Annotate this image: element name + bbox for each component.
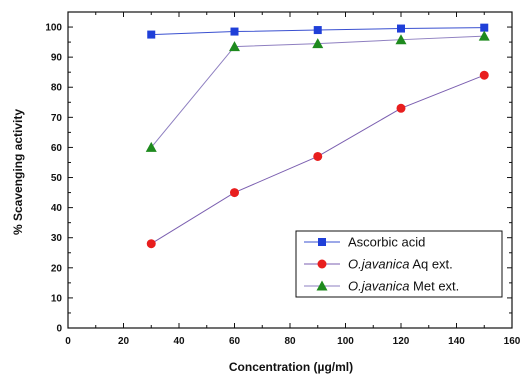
data-point	[397, 24, 405, 33]
legend-marker	[317, 259, 327, 269]
legend-marker	[316, 280, 328, 291]
legend-label: Ascorbic acid	[348, 235, 425, 250]
data-point	[479, 70, 489, 80]
data-point	[229, 41, 240, 52]
y-tick-label: 90	[51, 53, 63, 64]
legend: Ascorbic acid O.javanica Aq ext. O.javanic…	[295, 230, 503, 298]
data-point	[395, 34, 407, 45]
y-axis-label: % Scavenging activity	[11, 109, 25, 235]
data-point	[478, 30, 490, 41]
y-tick-label: 20	[51, 263, 63, 274]
data-point	[480, 23, 489, 32]
x-axis-label: Concentration (µg/ml)	[229, 360, 353, 374]
legend-label: O.javanica Met ext.	[348, 279, 459, 294]
y-tick-label: 0	[56, 324, 62, 335]
x-tick-label: 0	[65, 336, 71, 347]
series-layer	[145, 23, 490, 249]
series-line	[150, 35, 485, 148]
data-point	[313, 151, 323, 161]
x-tick-label: 100	[337, 336, 354, 347]
data-point	[230, 27, 239, 36]
series-3	[145, 30, 490, 152]
x-tick-label: 160	[504, 336, 521, 347]
y-tick-label: 70	[51, 113, 63, 124]
data-point	[312, 38, 324, 49]
x-tick-label: 40	[173, 336, 185, 347]
data-point	[230, 188, 239, 198]
x-tick-label: 20	[118, 336, 130, 347]
data-point	[396, 103, 406, 113]
x-tick-label: 60	[229, 336, 241, 347]
y-tick-label: 30	[51, 233, 63, 244]
data-point	[145, 141, 157, 152]
y-tick-label: 10	[51, 293, 63, 304]
legend-marker	[318, 238, 326, 246]
axes: 0 20 40 60 80 100 120 140 160 0 10 20 30 40 50 60 70 80 90…	[45, 11, 521, 347]
legend-item: O.javanica Aq ext.	[304, 257, 453, 272]
y-tick-label: 50	[51, 173, 63, 184]
data-point	[147, 30, 156, 39]
x-tick-label: 140	[448, 336, 465, 347]
series-2	[146, 70, 489, 249]
data-point	[146, 239, 156, 249]
x-tick-label: 120	[393, 336, 410, 347]
data-point	[313, 26, 322, 35]
legend-item: O.javanica Met ext.	[304, 279, 459, 294]
y-tick-label: 80	[51, 83, 63, 94]
legend-item: Ascorbic acid	[304, 235, 425, 250]
y-tick-label: 60	[51, 143, 63, 154]
series-1	[147, 23, 489, 39]
y-tick-label: 40	[51, 203, 63, 214]
y-tick-label: 100	[45, 23, 62, 34]
x-tick-label: 80	[284, 336, 296, 347]
legend-label: O.javanica Aq ext.	[348, 257, 453, 272]
